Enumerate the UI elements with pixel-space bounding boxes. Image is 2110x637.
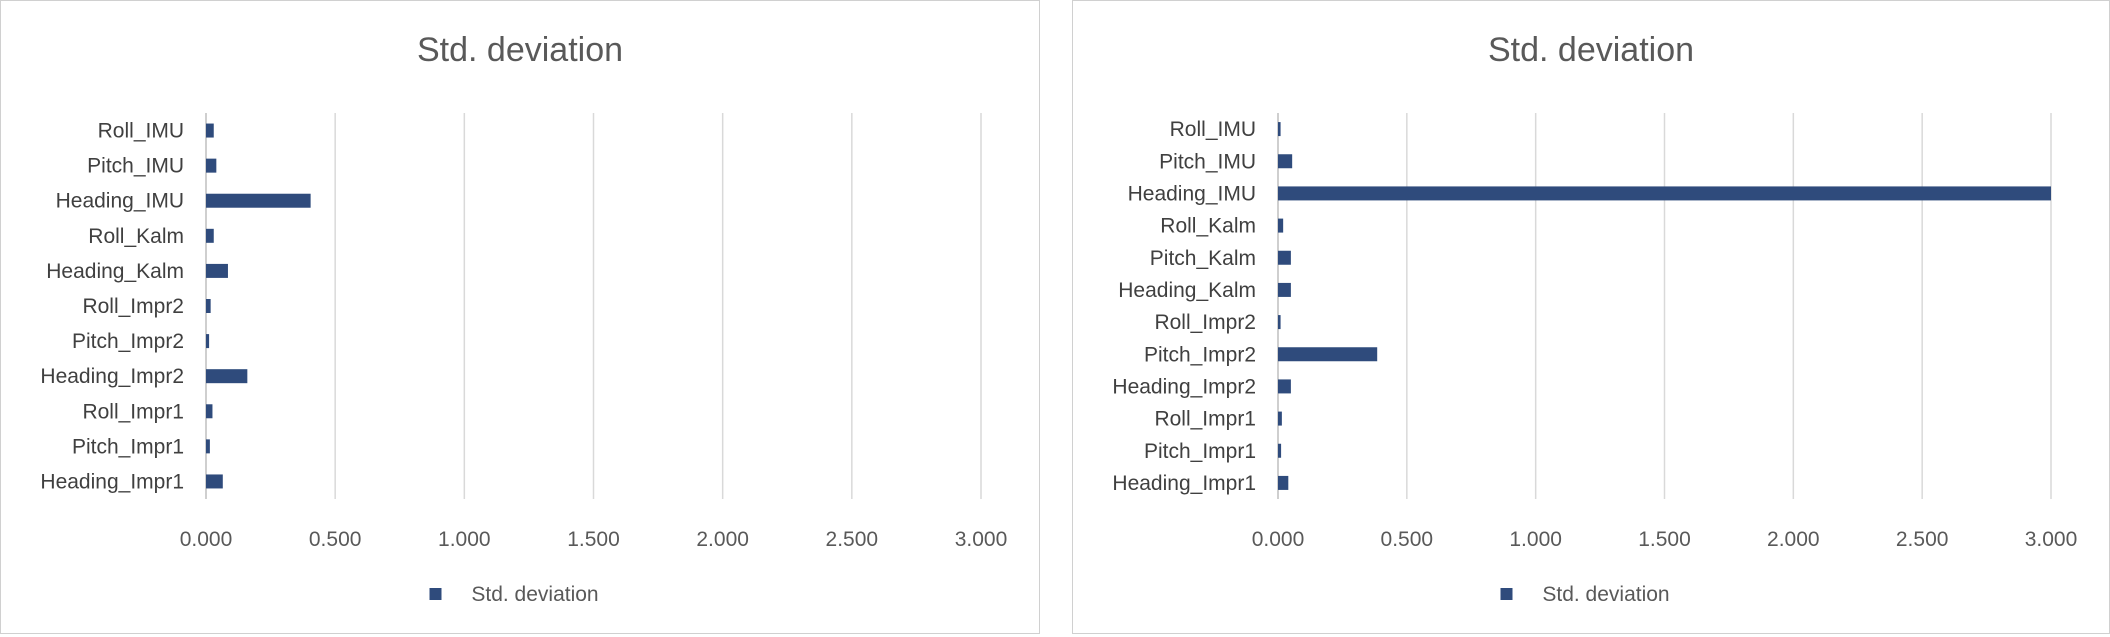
category-label: Pitch_Impr2	[1144, 343, 1256, 366]
category-label: Roll_Impr1	[1154, 408, 1256, 431]
chart-title: Std. deviation	[417, 31, 623, 69]
x-tick-label: 1.500	[1638, 528, 1691, 551]
bar	[206, 439, 210, 454]
chart-title: Std. deviation	[1488, 31, 1694, 69]
category-label: Heading_IMU	[56, 190, 184, 213]
category-label: Heading_IMU	[1128, 182, 1256, 205]
legend-label: Std. deviation	[471, 583, 598, 606]
category-label: Roll_Kalm	[88, 225, 184, 248]
category-label: Roll_Impr2	[1154, 311, 1256, 334]
bar	[1278, 186, 2051, 201]
x-tick-label: 0.000	[180, 528, 233, 551]
x-tick-label: 2.500	[1896, 528, 1949, 551]
bar	[206, 299, 211, 313]
category-label: Roll_Kalm	[1160, 215, 1256, 238]
category-label: Heading_Impr1	[40, 470, 184, 493]
x-tick-label: 0.000	[1252, 528, 1305, 551]
bar	[206, 228, 214, 243]
bar	[206, 263, 228, 278]
bar	[206, 474, 223, 489]
bar	[206, 193, 311, 208]
bar	[1278, 443, 1282, 458]
x-tick-label: 2.500	[826, 528, 879, 551]
bar	[206, 369, 248, 384]
category-label: Pitch_IMU	[87, 155, 184, 178]
bar	[1278, 250, 1291, 265]
bar	[1278, 218, 1284, 233]
category-label: Heading_Impr2	[40, 365, 184, 388]
category-label: Heading_Kalm	[1118, 279, 1256, 302]
bar	[1278, 315, 1281, 330]
bar	[206, 158, 217, 173]
category-label: Roll_Impr1	[82, 400, 184, 423]
bar	[1278, 379, 1291, 394]
category-label: Roll_Impr2	[82, 295, 184, 318]
bar	[1278, 411, 1282, 426]
x-tick-label: 1.000	[438, 528, 491, 551]
bar	[1278, 122, 1281, 137]
chart-panel-right: Std. deviation 0.000 0.500 1.000 1.500 2.000 2…	[1072, 0, 2110, 634]
category-label: Roll_IMU	[1170, 118, 1256, 141]
legend-swatch	[1500, 588, 1513, 600]
bar	[206, 404, 213, 419]
category-label: Heading_Kalm	[46, 260, 184, 283]
std-deviation-chart-right: Std. deviation 0.000 0.500 1.000 1.500 2.000 2…	[1112, 31, 2078, 606]
bar	[1278, 347, 1378, 362]
category-label: Pitch_Impr1	[72, 435, 184, 458]
x-tick-label: 1.500	[567, 528, 620, 551]
legend-swatch	[429, 588, 442, 600]
bar	[206, 334, 210, 349]
bar	[1278, 475, 1289, 490]
category-label: Roll_IMU	[98, 120, 184, 143]
x-tick-label: 3.000	[955, 528, 1008, 551]
category-label: Pitch_IMU	[1159, 150, 1256, 173]
bar	[1278, 154, 1293, 169]
category-label: Pitch_Impr1	[1144, 440, 1256, 463]
x-tick-label: 0.500	[309, 528, 362, 551]
std-deviation-chart-left: Std. deviation 0.000 0.500 1.000 1.500 2.000 2…	[40, 31, 1008, 606]
x-tick-label: 3.000	[2025, 528, 2078, 551]
category-label: Pitch_Kalm	[1150, 247, 1256, 270]
category-label: Heading_Impr2	[1112, 375, 1256, 398]
x-tick-label: 0.500	[1381, 528, 1434, 551]
category-label: Heading_Impr1	[1112, 472, 1256, 495]
chart-panel-left: Std. deviation 0.000 0.500 1.000 1.500 2.000 2…	[0, 0, 1040, 634]
x-tick-label: 1.000	[1509, 528, 1562, 551]
x-tick-label: 2.000	[696, 528, 749, 551]
bar	[206, 123, 214, 138]
bar	[1278, 282, 1291, 297]
x-tick-label: 2.000	[1767, 528, 1820, 551]
category-label: Pitch_Impr2	[72, 330, 184, 353]
legend-label: Std. deviation	[1542, 583, 1669, 606]
